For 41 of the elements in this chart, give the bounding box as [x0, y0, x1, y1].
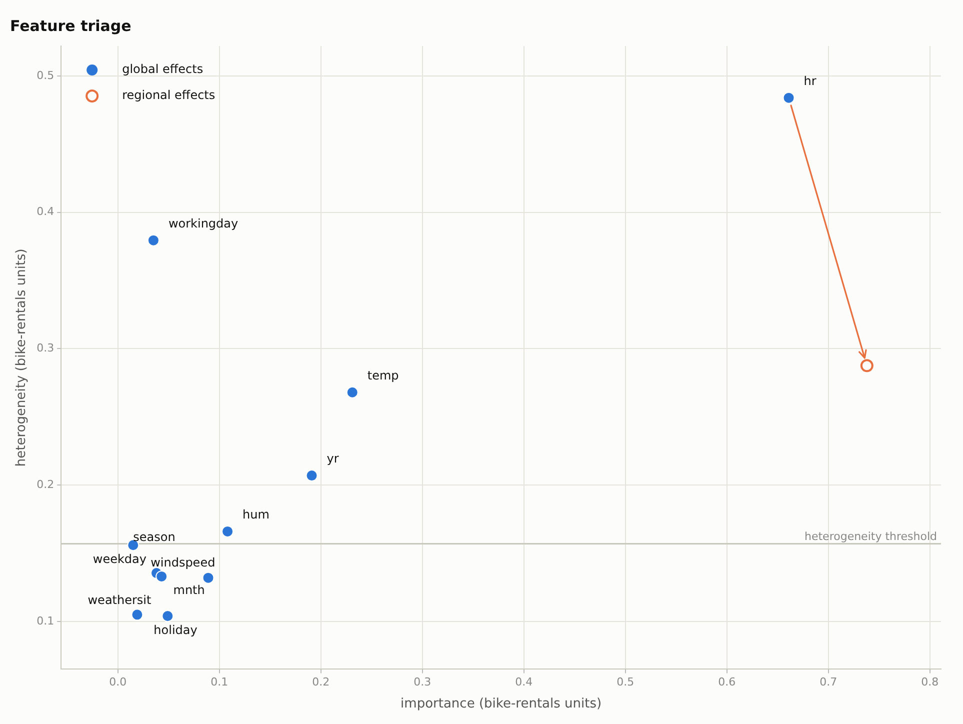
annotation: holiday [154, 623, 198, 638]
x-axis-title: importance (bike-rentals units) [400, 696, 602, 712]
annotation: weekday [92, 552, 146, 566]
annotation: hr [804, 74, 816, 88]
annotation: windspeed [150, 556, 216, 570]
y-tick-label: 0.2 [36, 478, 54, 491]
x-tick-label: 0.0 [109, 676, 127, 689]
annotation: season [133, 530, 176, 544]
point [306, 470, 318, 482]
x-tick-label: 0.2 [312, 676, 330, 689]
y-tick-label: 0.3 [36, 342, 54, 355]
point [782, 92, 795, 104]
annotation: workingday [168, 216, 238, 230]
x-tick-label: 0.6 [718, 676, 736, 689]
x-tick-label: 0.1 [210, 676, 228, 689]
legend-label: global effects [122, 62, 204, 76]
x-tick-label: 0.5 [616, 676, 634, 689]
x-tick-label: 0.4 [515, 676, 533, 689]
y-tick-label: 0.4 [36, 205, 54, 218]
point [222, 525, 234, 538]
x-tick-label: 0.8 [921, 676, 939, 689]
point [162, 610, 174, 622]
point [202, 572, 214, 584]
x-tick-label: 0.7 [820, 676, 838, 689]
point [131, 608, 144, 621]
x-tick-label: 0.3 [414, 676, 432, 689]
annotation: mnth [173, 582, 205, 597]
point [860, 359, 874, 372]
annotation: temp [367, 368, 399, 382]
annotation: yr [326, 452, 339, 466]
point [156, 570, 168, 582]
point [346, 386, 358, 398]
annotation: hum [242, 508, 270, 522]
y-tick-label: 0.1 [36, 614, 54, 628]
y-tick-label: 0.5 [36, 68, 54, 82]
chart-title: Feature triage [10, 16, 132, 35]
point [147, 234, 160, 246]
legend-label: regional effects [122, 88, 216, 102]
y-axis-title: heterogeneity (bike-rentals units) [14, 248, 30, 467]
annotation: weathersit [88, 592, 152, 607]
ref-line-label: heterogeneity threshold [804, 530, 937, 544]
